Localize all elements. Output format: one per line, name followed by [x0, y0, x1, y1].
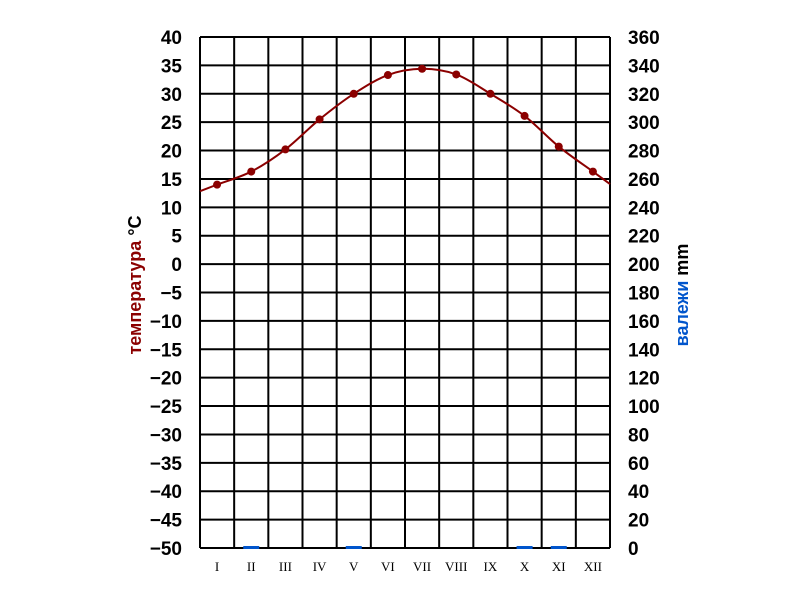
left-axis-label: температура	[125, 240, 145, 355]
right-tick-label: 80	[628, 425, 649, 446]
temperature-point	[383, 71, 392, 80]
right-tick-label: 360	[628, 28, 660, 49]
left-tick-label: −30	[150, 425, 182, 446]
left-tick-label: −20	[150, 369, 182, 390]
x-tick-label: VI	[381, 559, 395, 574]
right-axis-title: валежи mm	[672, 244, 692, 347]
right-tick-label: 140	[628, 340, 660, 361]
precipitation-bar	[243, 546, 260, 549]
right-axis-label: валежи	[672, 281, 692, 347]
right-tick-label: 200	[628, 255, 660, 276]
right-tick-label: 180	[628, 284, 660, 305]
right-tick-label: 120	[628, 369, 660, 390]
grid	[199, 36, 611, 549]
left-axis-title: температура °C	[125, 215, 145, 354]
x-tick-label: XI	[552, 559, 566, 574]
precipitation-bar	[516, 546, 533, 549]
temperature-point	[588, 167, 597, 176]
x-tick-label: X	[520, 559, 530, 574]
left-tick-label: −35	[150, 454, 183, 475]
right-tick-label: 260	[628, 170, 660, 191]
left-tick-label: 20	[161, 142, 182, 163]
precipitation-bar	[550, 546, 567, 549]
x-tick-label: II	[247, 559, 256, 574]
left-tick-label: −25	[150, 397, 183, 418]
temperature-point	[247, 167, 256, 176]
x-tick-label: VII	[413, 559, 431, 574]
left-tick-label: 15	[161, 170, 183, 191]
left-tick-label: 10	[161, 198, 182, 219]
x-tick-label: IV	[313, 559, 327, 574]
left-tick-label: 30	[161, 85, 182, 106]
right-tick-label: 60	[628, 454, 649, 475]
temperature-point	[554, 142, 563, 151]
x-tick-label: III	[279, 559, 292, 574]
temperature-point	[349, 89, 358, 98]
x-axis-ticks: I II III IV V VI VII VIII IX X XI XII	[215, 559, 602, 574]
right-tick-label: 100	[628, 397, 660, 418]
right-tick-label: 160	[628, 312, 660, 333]
left-tick-label: 5	[171, 227, 182, 248]
left-axis-ticks: −50−45−40−35−30−25−20−15−10−505101520253…	[150, 28, 183, 560]
right-tick-label: 0	[628, 539, 639, 560]
left-tick-label: −40	[150, 482, 182, 503]
right-axis-ticks: 0 20 40 60 80 100 120 140 160 180 200 220 240 260 280 3…	[628, 28, 660, 560]
right-tick-label: 40	[628, 482, 649, 503]
left-tick-label: −45	[150, 511, 183, 532]
x-tick-label: V	[349, 559, 359, 574]
left-tick-label: 25	[161, 113, 183, 134]
right-tick-label: 300	[628, 113, 660, 134]
left-tick-label: −5	[160, 284, 182, 305]
temperature-point	[486, 89, 495, 98]
right-tick-label: 280	[628, 142, 660, 163]
temperature-point	[315, 115, 324, 124]
x-tick-label: VIII	[445, 559, 467, 574]
right-tick-label: 320	[628, 85, 660, 106]
x-tick-label: XII	[584, 559, 602, 574]
x-tick-label: IX	[484, 559, 498, 574]
temperature-series	[199, 64, 611, 193]
temperature-point	[281, 145, 290, 154]
right-tick-label: 20	[628, 511, 649, 532]
precipitation-bar	[345, 546, 362, 549]
left-tick-label: −10	[150, 312, 182, 333]
right-axis-unit: mm	[672, 244, 692, 276]
temperature-point	[520, 111, 529, 120]
left-tick-label: −15	[150, 340, 183, 361]
right-tick-label: 340	[628, 56, 660, 77]
left-tick-label: 0	[171, 255, 182, 276]
left-axis-unit: °C	[125, 215, 145, 235]
left-tick-label: −50	[150, 539, 182, 560]
right-tick-label: 220	[628, 227, 660, 248]
left-tick-label: 40	[161, 28, 182, 49]
x-tick-label: I	[215, 559, 219, 574]
temperature-point	[213, 180, 222, 189]
left-tick-label: 35	[161, 56, 183, 77]
precipitation-bars	[243, 546, 567, 549]
temperature-point	[452, 70, 461, 79]
temperature-point	[418, 64, 427, 73]
right-tick-label: 240	[628, 198, 660, 219]
